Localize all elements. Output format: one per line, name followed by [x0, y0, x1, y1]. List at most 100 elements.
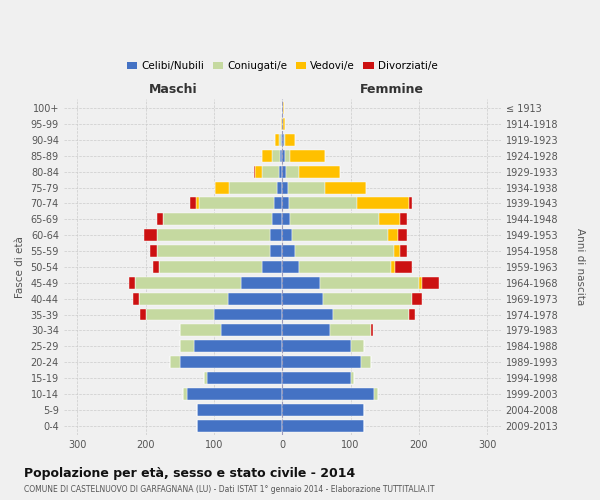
Bar	[197, 404, 282, 415]
Bar	[281, 134, 282, 146]
Bar	[214, 308, 282, 320]
Bar	[196, 198, 199, 209]
Bar	[398, 229, 407, 241]
Bar	[282, 118, 283, 130]
Bar	[400, 245, 407, 257]
Y-axis label: Fasce di età: Fasce di età	[15, 236, 25, 298]
Bar	[279, 134, 281, 146]
Bar	[157, 229, 270, 241]
Bar	[277, 182, 282, 194]
Bar	[183, 388, 187, 400]
Bar	[422, 277, 439, 288]
Bar	[282, 182, 288, 194]
Bar	[286, 166, 299, 177]
Bar	[400, 214, 407, 226]
Bar	[282, 245, 295, 257]
Bar	[323, 292, 412, 304]
Bar	[204, 372, 207, 384]
Bar	[282, 388, 374, 400]
Text: Femmine: Femmine	[359, 82, 424, 96]
Bar	[262, 261, 282, 273]
Bar	[379, 214, 400, 226]
Bar	[283, 102, 284, 114]
Text: Popolazione per età, sesso e stato civile - 2014: Popolazione per età, sesso e stato civil…	[24, 468, 355, 480]
Bar	[282, 356, 361, 368]
Bar	[272, 150, 280, 162]
Bar	[325, 182, 366, 194]
Bar	[281, 118, 282, 130]
Bar	[299, 166, 340, 177]
Bar	[289, 198, 358, 209]
Bar	[157, 214, 163, 226]
Bar	[288, 182, 325, 194]
Bar	[215, 182, 229, 194]
Bar	[270, 245, 282, 257]
Bar	[295, 245, 394, 257]
Bar	[395, 261, 412, 273]
Bar	[270, 229, 282, 241]
Bar	[282, 166, 286, 177]
Bar	[262, 166, 279, 177]
Bar	[255, 166, 262, 177]
Bar	[361, 356, 371, 368]
Bar	[350, 372, 354, 384]
Bar	[160, 261, 262, 273]
Bar	[281, 102, 282, 114]
Bar	[180, 356, 282, 368]
Bar	[388, 229, 398, 241]
Bar	[197, 420, 282, 432]
Bar	[282, 404, 364, 415]
Bar	[282, 134, 284, 146]
Bar	[282, 150, 285, 162]
Bar	[282, 292, 323, 304]
Bar	[290, 150, 325, 162]
Bar	[227, 292, 282, 304]
Bar	[190, 198, 196, 209]
Text: COMUNE DI CASTELNUOVO DI GARFAGNANA (LU) - Dati ISTAT 1° gennaio 2014 - Elaboraz: COMUNE DI CASTELNUOVO DI GARFAGNANA (LU)…	[24, 486, 434, 494]
Bar	[157, 245, 270, 257]
Bar	[282, 324, 330, 336]
Bar	[272, 214, 282, 226]
Bar	[290, 214, 379, 226]
Bar	[282, 214, 290, 226]
Bar	[282, 229, 292, 241]
Bar	[282, 308, 334, 320]
Bar	[275, 134, 279, 146]
Bar	[136, 277, 241, 288]
Bar	[170, 356, 180, 368]
Bar	[334, 308, 409, 320]
Bar	[358, 198, 409, 209]
Legend: Celibi/Nubili, Coniugati/e, Vedovi/e, Divorziati/e: Celibi/Nubili, Coniugati/e, Vedovi/e, Di…	[123, 57, 442, 75]
Bar	[371, 324, 373, 336]
Bar	[394, 245, 400, 257]
Bar	[283, 118, 285, 130]
Bar	[292, 229, 388, 241]
Bar	[151, 245, 157, 257]
Bar	[139, 292, 227, 304]
Bar	[187, 388, 282, 400]
Bar	[284, 134, 285, 146]
Bar	[207, 372, 282, 384]
Bar	[282, 372, 350, 384]
Bar	[299, 261, 391, 273]
Bar	[409, 198, 412, 209]
Bar	[221, 324, 282, 336]
Bar	[285, 134, 295, 146]
Bar	[140, 308, 146, 320]
Bar	[241, 277, 282, 288]
Bar	[391, 261, 395, 273]
Bar	[282, 198, 289, 209]
Bar	[279, 166, 282, 177]
Bar	[374, 388, 378, 400]
Bar	[285, 150, 290, 162]
Bar	[282, 340, 350, 352]
Bar	[282, 420, 364, 432]
Bar	[350, 340, 364, 352]
Bar	[412, 292, 422, 304]
Y-axis label: Anni di nascita: Anni di nascita	[575, 228, 585, 306]
Bar	[229, 182, 277, 194]
Bar	[163, 214, 272, 226]
Bar	[133, 292, 139, 304]
Bar	[274, 198, 282, 209]
Bar	[282, 261, 299, 273]
